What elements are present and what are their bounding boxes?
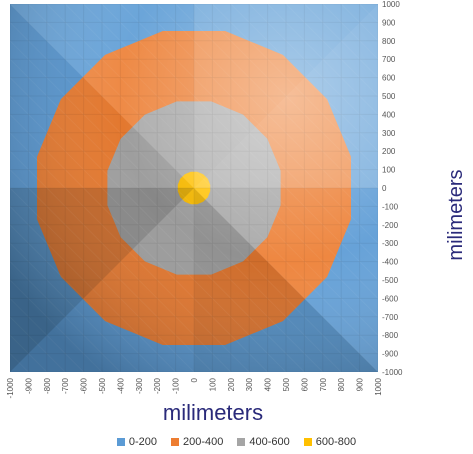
y-tick-label: -800 [382, 331, 399, 340]
x-tick-label: 800 [337, 377, 346, 391]
legend-item: 400-600 [237, 436, 290, 448]
x-tick-label: -500 [98, 377, 107, 394]
x-tick-label: -800 [43, 377, 52, 394]
mesh-line [10, 371, 11, 372]
legend-item: 600-800 [303, 436, 357, 448]
y-tick-label: -300 [382, 239, 399, 248]
y-tick-label: 100 [382, 166, 396, 175]
x-tick-label: -1000 [6, 377, 15, 398]
y-tick-label: 600 [382, 74, 396, 83]
x-tick-label: -900 [24, 377, 33, 394]
y-tick-label: -500 [382, 276, 399, 285]
y-tick-label: 0 [382, 184, 387, 193]
x-tick-label: 200 [227, 377, 236, 391]
x-axis-label: milimeters [163, 400, 263, 425]
x-tick-label: 1000 [374, 377, 383, 395]
x-axis-ticks: -1000 -900 -800 -700 -600 -500 -400 -300 -200 -10… [6, 377, 383, 398]
y-axis-label: milimeters [445, 169, 467, 260]
x-tick-label: -600 [80, 377, 89, 394]
x-tick-label: -100 [172, 377, 181, 394]
legend-item: 0-200 [116, 436, 157, 448]
y-tick-label: -900 [382, 350, 399, 359]
plot-area [10, 4, 378, 372]
y-tick-label: -1000 [382, 368, 403, 377]
x-tick-label: -200 [153, 377, 162, 394]
x-tick-label: 0 [190, 377, 199, 382]
legend-label: 0-200 [128, 436, 157, 448]
x-tick-label: -700 [61, 377, 70, 394]
y-tick-label: 800 [382, 37, 396, 46]
x-tick-label: 700 [319, 377, 328, 391]
y-tick-label: -700 [382, 313, 399, 322]
legend-label: 600-800 [315, 436, 357, 448]
x-tick-label: -300 [135, 377, 144, 394]
x-tick-label: 900 [356, 377, 365, 391]
x-tick-label: -400 [116, 377, 125, 394]
y-tick-label: 400 [382, 110, 396, 119]
legend-swatch [116, 438, 125, 446]
x-tick-label: 100 [208, 377, 217, 391]
x-tick-label: 600 [300, 377, 309, 391]
x-tick-label: 300 [245, 377, 254, 391]
legend-swatch [303, 438, 312, 446]
legend: 0-200 200-400 400-600 600-800 [0, 434, 473, 450]
legend-label: 400-600 [249, 436, 290, 448]
y-tick-label: 300 [382, 129, 396, 138]
legend-swatch [171, 438, 179, 446]
legend-item: 200-400 [171, 436, 223, 448]
legend-swatch [237, 438, 246, 446]
y-axis-ticks: 10009008007006005004003002001000-100-200… [382, 0, 403, 377]
legend-label: 200-400 [183, 436, 224, 448]
y-tick-label: 900 [382, 18, 396, 27]
y-tick-label: -600 [382, 294, 399, 303]
y-tick-label: 200 [382, 147, 396, 156]
y-tick-label: -400 [382, 258, 399, 267]
y-tick-label: 700 [382, 55, 396, 64]
y-tick-label: -200 [382, 221, 399, 230]
y-tick-label: 1000 [382, 0, 400, 9]
x-tick-label: 500 [282, 377, 291, 391]
x-tick-label: 400 [264, 377, 273, 391]
y-tick-label: 500 [382, 92, 396, 101]
y-tick-label: -100 [382, 202, 399, 211]
surface-shading [10, 4, 378, 372]
